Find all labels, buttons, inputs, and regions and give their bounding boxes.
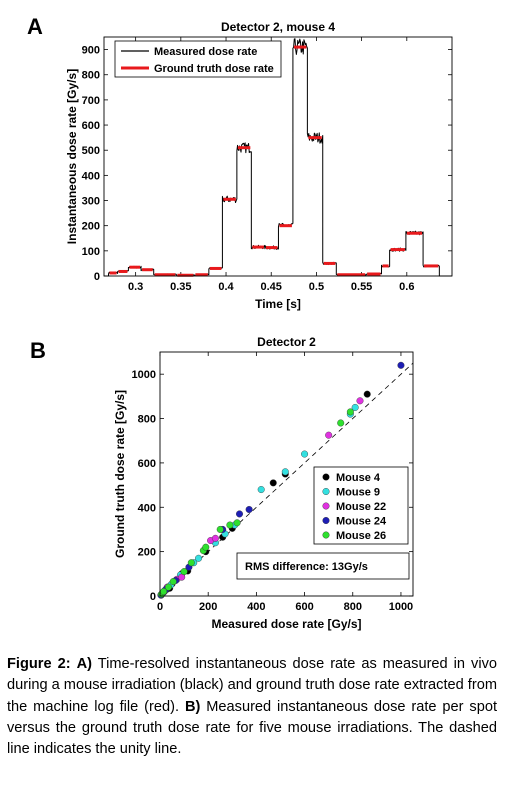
caption-b-label: B) [184, 698, 201, 715]
panel-label-b: B [30, 338, 46, 363]
caption-figure-label: Figure 2: [7, 656, 71, 672]
y-tick-label: 1000 [132, 369, 156, 381]
y-tick-label: 800 [82, 70, 100, 82]
legend-swatch [322, 487, 330, 495]
data-point-mouse-1 [195, 554, 203, 562]
panel-label-a: A [27, 14, 43, 39]
legend-label: Mouse 4 [336, 472, 381, 484]
data-point-mouse-3 [245, 505, 253, 513]
data-point-mouse-0 [269, 479, 277, 487]
rms-annotation-box [236, 552, 410, 580]
x-tick-label: 0.3 [128, 281, 143, 293]
dose-rate-scatter-chart: Detector 2 0 200 400 600 800 1000 0 200 400 600 800… [113, 335, 414, 631]
y-tick-label: 400 [138, 502, 156, 514]
x-tick-label: 0 [157, 601, 163, 613]
data-point-mouse-4 [226, 521, 234, 529]
x-tick-label: 600 [295, 601, 313, 613]
data-point-mouse-2 [211, 534, 219, 542]
plot-frame [103, 36, 453, 277]
legend-label-ground-truth: Ground truth dose rate [154, 63, 274, 75]
x-tick-label: 0.35 [170, 281, 191, 293]
legend-swatch [322, 502, 330, 510]
legend-label: Mouse 22 [336, 501, 386, 513]
y-tick-label: 0 [94, 271, 100, 283]
y-tick-label: 600 [82, 120, 100, 132]
y-tick-label: 300 [82, 196, 100, 208]
legend-label: Mouse 9 [336, 487, 380, 499]
legend-label: Mouse 24 [336, 516, 387, 528]
x-tick-label: 0.55 [351, 281, 372, 293]
data-point-mouse-4 [164, 583, 172, 591]
y-tick-label: 500 [82, 145, 100, 157]
legend-swatch [322, 473, 330, 481]
plot-frame [159, 351, 414, 597]
chart-title: Detector 2, mouse 4 [221, 20, 335, 34]
x-tick-label: 0.6 [399, 281, 414, 293]
legend-swatch [322, 531, 330, 539]
x-axis-label: Time [s] [255, 297, 301, 311]
data-point-mouse-2 [356, 397, 364, 405]
x-tick-label: 800 [344, 601, 362, 613]
x-tick-label: 1000 [389, 601, 413, 613]
legend-box [114, 40, 282, 78]
data-point-mouse-1 [351, 403, 359, 411]
unity-line [159, 362, 414, 597]
y-tick-label: 700 [82, 95, 100, 107]
y-axis-label: Instantaneous dose rate [Gy/s] [65, 69, 79, 244]
data-point-mouse-4 [202, 543, 210, 551]
x-axis-label: Measured dose rate [Gy/s] [211, 617, 361, 631]
figure-caption: Figure 2: A) Time-resolved instantaneous… [7, 654, 497, 760]
caption-a-text: Time-resolved instantaneous dose rate as… [7, 656, 497, 715]
data-point-mouse-0 [363, 390, 371, 398]
y-tick-label: 900 [82, 45, 100, 57]
data-point-mouse-1 [257, 486, 265, 494]
data-point-mouse-3 [397, 361, 405, 369]
legend-label-measured: Measured dose rate [154, 46, 257, 58]
data-point-mouse-3 [236, 510, 244, 518]
y-tick-label: 800 [138, 414, 156, 426]
data-point-mouse-4 [337, 419, 345, 427]
y-tick-label: 100 [82, 246, 100, 258]
x-tick-label: 200 [199, 601, 217, 613]
data-point-mouse-2 [325, 431, 333, 439]
data-point-mouse-4 [346, 408, 354, 416]
data-point-mouse-4 [169, 578, 177, 586]
legend-swatch [322, 516, 330, 524]
y-tick-label: 600 [138, 458, 156, 470]
dose-rate-time-chart: Detector 2, mouse 4 0.3 0.35 0.4 0.45 0.5 0.55… [65, 20, 453, 311]
x-tick-label: 0.45 [261, 281, 282, 293]
legend: Measured dose rate Ground truth dose rate [114, 40, 282, 78]
y-axis-label: Ground truth dose rate [Gy/s] [113, 390, 127, 558]
x-tick-label: 0.5 [309, 281, 324, 293]
chart-title: Detector 2 [257, 335, 316, 349]
y-tick-label: 0 [150, 591, 156, 603]
data-point-mouse-4 [180, 568, 188, 576]
y-tick-label: 400 [82, 170, 100, 182]
data-point-mouse-1 [281, 468, 289, 476]
x-tick-label: 400 [247, 601, 265, 613]
y-tick-label: 200 [138, 547, 156, 559]
legend-box [313, 466, 409, 545]
caption-b-text: Measured instantaneous dose rate per spo… [7, 698, 497, 758]
caption-a-label: A) [76, 656, 92, 672]
data-point-mouse-4 [233, 519, 241, 527]
x-tick-label: 0.4 [218, 281, 234, 293]
data-point-mouse-4 [216, 525, 224, 533]
legend-label: Mouse 26 [336, 530, 386, 542]
y-tick-label: 200 [82, 221, 100, 233]
data-point-mouse-1 [301, 450, 309, 458]
rms-annotation: RMS difference: 13Gy/s [245, 561, 368, 573]
data-point-mouse-4 [187, 559, 195, 567]
legend: Mouse 4 Mouse 9 Mouse 22 Mouse 24 Mouse 26 [313, 466, 409, 545]
